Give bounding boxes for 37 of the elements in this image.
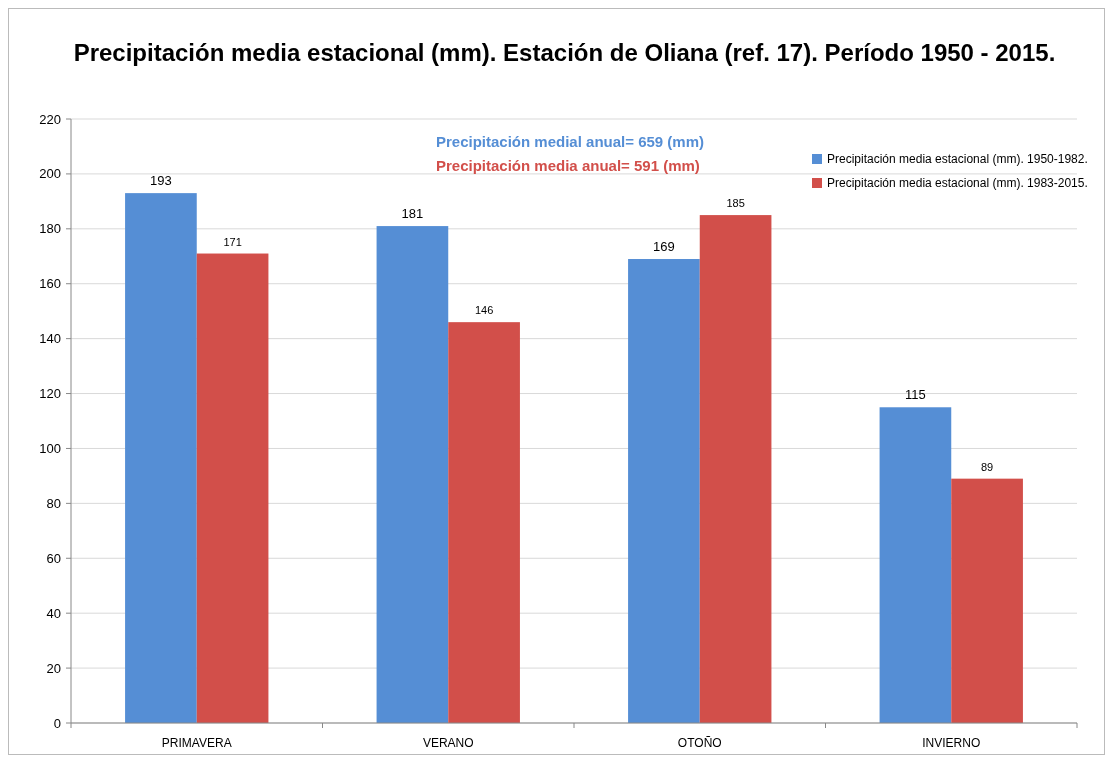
bar: [125, 193, 197, 723]
y-tick-label: 220: [39, 111, 61, 127]
x-tick-label: PRIMAVERA: [161, 736, 232, 750]
legend-label: Precipitación media estacional (mm). 1983-2015.: [827, 176, 1088, 191]
data-label: 185: [726, 197, 745, 210]
data-label: 193: [150, 173, 172, 189]
x-tick-label: INVIERNO: [922, 736, 981, 750]
bar: [448, 322, 520, 723]
bar: [376, 226, 449, 723]
y-tick-label: 180: [39, 221, 61, 237]
data-label: 169: [653, 239, 675, 255]
annotation: Precipitación medial anual= 659 (mm): [436, 133, 705, 150]
y-tick-label: 140: [39, 331, 61, 347]
y-tick-label: 120: [39, 386, 61, 402]
y-tick-label: 100: [39, 441, 61, 456]
legend-label: Precipitación media estacional (mm). 1950-1982.: [827, 152, 1088, 167]
y-tick-label: 40: [46, 605, 61, 621]
annotation: Precipitación media anual= 591 (mm): [436, 157, 700, 174]
y-tick-label: 0: [53, 715, 61, 731]
y-tick-label: 160: [39, 276, 61, 292]
data-label: 181: [401, 206, 424, 222]
x-tick-label: OTOÑO: [677, 736, 722, 750]
bar: [699, 215, 772, 723]
bar: [951, 478, 1023, 723]
chart-title: Precipitación media estacional (mm). Estación de Oliana (ref. 17). Período 1950 - 2015.: [73, 39, 1056, 66]
y-tick-label: 60: [46, 550, 61, 566]
y-tick-label: 20: [46, 660, 61, 676]
y-tick-label: 200: [39, 166, 61, 182]
bar: [879, 407, 952, 723]
bar: [628, 259, 700, 723]
data-label: 115: [905, 387, 926, 403]
data-label: 89: [980, 460, 994, 473]
y-tick-label: 80: [46, 495, 61, 511]
data-label: 146: [474, 304, 494, 317]
bar: [196, 253, 269, 723]
x-tick-label: VERANO: [422, 736, 474, 750]
data-label: 171: [223, 235, 242, 248]
